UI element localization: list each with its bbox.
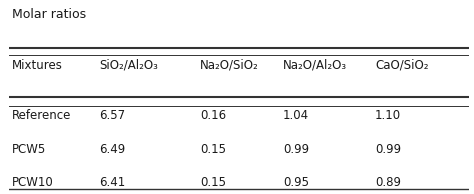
Text: 6.49: 6.49 bbox=[99, 143, 126, 156]
Text: Mixtures: Mixtures bbox=[12, 59, 63, 72]
Text: PCW5: PCW5 bbox=[12, 143, 46, 156]
Text: 1.04: 1.04 bbox=[283, 109, 309, 122]
Text: PCW10: PCW10 bbox=[12, 176, 54, 189]
Text: 0.15: 0.15 bbox=[201, 143, 226, 156]
Text: Na₂O/Al₂O₃: Na₂O/Al₂O₃ bbox=[283, 59, 347, 72]
Text: 0.16: 0.16 bbox=[201, 109, 227, 122]
Text: SiO₂/Al₂O₃: SiO₂/Al₂O₃ bbox=[99, 59, 158, 72]
Text: 0.99: 0.99 bbox=[375, 143, 401, 156]
Text: Molar ratios: Molar ratios bbox=[12, 8, 86, 21]
Text: Reference: Reference bbox=[12, 109, 71, 122]
Text: Na₂O/SiO₂: Na₂O/SiO₂ bbox=[201, 59, 259, 72]
Text: 0.15: 0.15 bbox=[201, 176, 226, 189]
Text: 1.10: 1.10 bbox=[375, 109, 401, 122]
Text: 0.95: 0.95 bbox=[283, 176, 309, 189]
Text: 6.57: 6.57 bbox=[99, 109, 125, 122]
Text: 0.89: 0.89 bbox=[375, 176, 401, 189]
Text: CaO/SiO₂: CaO/SiO₂ bbox=[375, 59, 428, 72]
Text: 6.41: 6.41 bbox=[99, 176, 126, 189]
Text: 0.99: 0.99 bbox=[283, 143, 309, 156]
